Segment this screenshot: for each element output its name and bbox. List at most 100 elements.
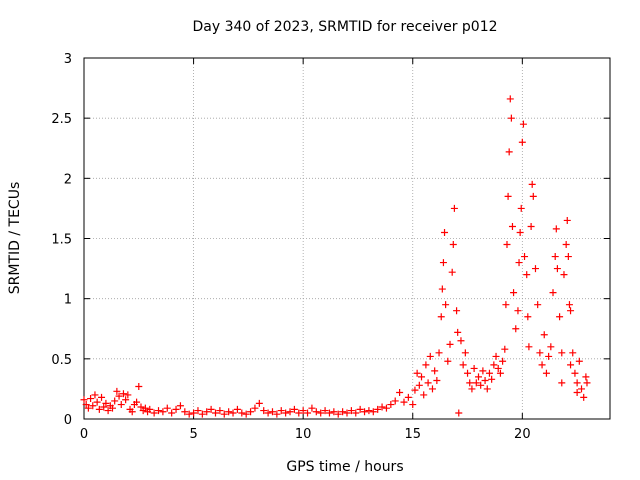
data-point [176, 402, 184, 410]
data-point [95, 405, 103, 413]
data-point [308, 404, 316, 412]
data-point [571, 369, 579, 377]
data-point [499, 357, 507, 365]
data-point [428, 385, 436, 393]
data-point [356, 405, 364, 413]
data-point [150, 409, 158, 417]
data-point [529, 192, 537, 200]
data-point [545, 352, 553, 360]
data-point [321, 407, 329, 415]
data-point [273, 410, 281, 418]
data-point [84, 404, 92, 412]
data-point [277, 407, 285, 415]
data-point [528, 180, 536, 188]
data-point [449, 241, 457, 249]
data-point [552, 225, 560, 233]
data-point [461, 349, 469, 357]
data-point [525, 343, 533, 351]
data-point [82, 401, 90, 409]
data-point [409, 401, 417, 409]
data-point [352, 409, 360, 417]
data-point [578, 385, 586, 393]
data-point [424, 379, 432, 387]
data-point [282, 409, 290, 417]
data-point [538, 361, 546, 369]
axis-ticks: 0 5 10 15 20 0 0.5 1 1.5 2 2.5 3 [51, 52, 610, 442]
data-point [420, 391, 428, 399]
data-point [225, 408, 233, 416]
data-point [325, 409, 333, 417]
data-point [365, 407, 373, 415]
data-point [159, 408, 167, 416]
data-point [536, 349, 544, 357]
data-point [573, 389, 581, 397]
data-point [438, 285, 446, 293]
data-point [582, 373, 590, 381]
data-point [472, 379, 480, 387]
y-axis-label: SRMTID / TECUs [7, 182, 23, 295]
data-point [547, 343, 555, 351]
data-point [446, 340, 454, 348]
data-point [501, 345, 509, 353]
data-points [80, 95, 591, 418]
y-tick-label: 2.5 [51, 112, 72, 127]
data-point [102, 399, 110, 407]
data-point [146, 405, 154, 413]
data-point [453, 307, 461, 315]
data-point [411, 386, 419, 394]
data-point [207, 405, 215, 413]
data-point [242, 410, 250, 418]
data-point [295, 409, 303, 417]
x-tick-label: 20 [514, 427, 531, 442]
data-point [260, 407, 268, 415]
data-point [527, 222, 535, 230]
data-point [339, 408, 347, 416]
data-point [448, 268, 456, 276]
data-point [468, 385, 476, 393]
data-point [518, 138, 526, 146]
data-point [93, 398, 101, 406]
data-point [516, 228, 524, 236]
data-point [492, 352, 500, 360]
data-point [117, 401, 125, 409]
data-point [124, 391, 132, 399]
data-point [459, 361, 467, 369]
data-point [238, 409, 246, 417]
x-tick-label: 10 [295, 427, 312, 442]
data-point [519, 120, 527, 128]
data-point [455, 409, 463, 417]
y-tick-label: 2 [64, 172, 72, 187]
data-point [119, 390, 127, 398]
data-point [122, 396, 130, 404]
data-point [563, 216, 571, 224]
data-point [304, 409, 312, 417]
data-point [212, 409, 219, 417]
data-point [567, 361, 575, 369]
data-point [104, 407, 112, 415]
data-point [233, 405, 241, 413]
data-point [433, 376, 441, 384]
data-point [422, 361, 430, 369]
data-point [485, 369, 493, 377]
data-point [299, 407, 307, 415]
data-point [502, 301, 510, 309]
data-point [515, 259, 523, 267]
data-point [441, 228, 449, 236]
data-point [564, 253, 572, 261]
data-point [369, 408, 377, 416]
data-point [505, 148, 513, 156]
data-point [113, 387, 121, 395]
data-point [198, 410, 206, 418]
data-point [479, 367, 487, 375]
data-point [508, 222, 516, 230]
data-point [135, 383, 143, 391]
data-point [290, 405, 298, 413]
data-point [504, 192, 512, 200]
data-point [426, 352, 434, 360]
data-point [137, 403, 145, 411]
data-point [185, 410, 193, 418]
y-tick-label: 0 [64, 413, 72, 428]
data-point [391, 397, 399, 405]
data-point [531, 265, 539, 273]
